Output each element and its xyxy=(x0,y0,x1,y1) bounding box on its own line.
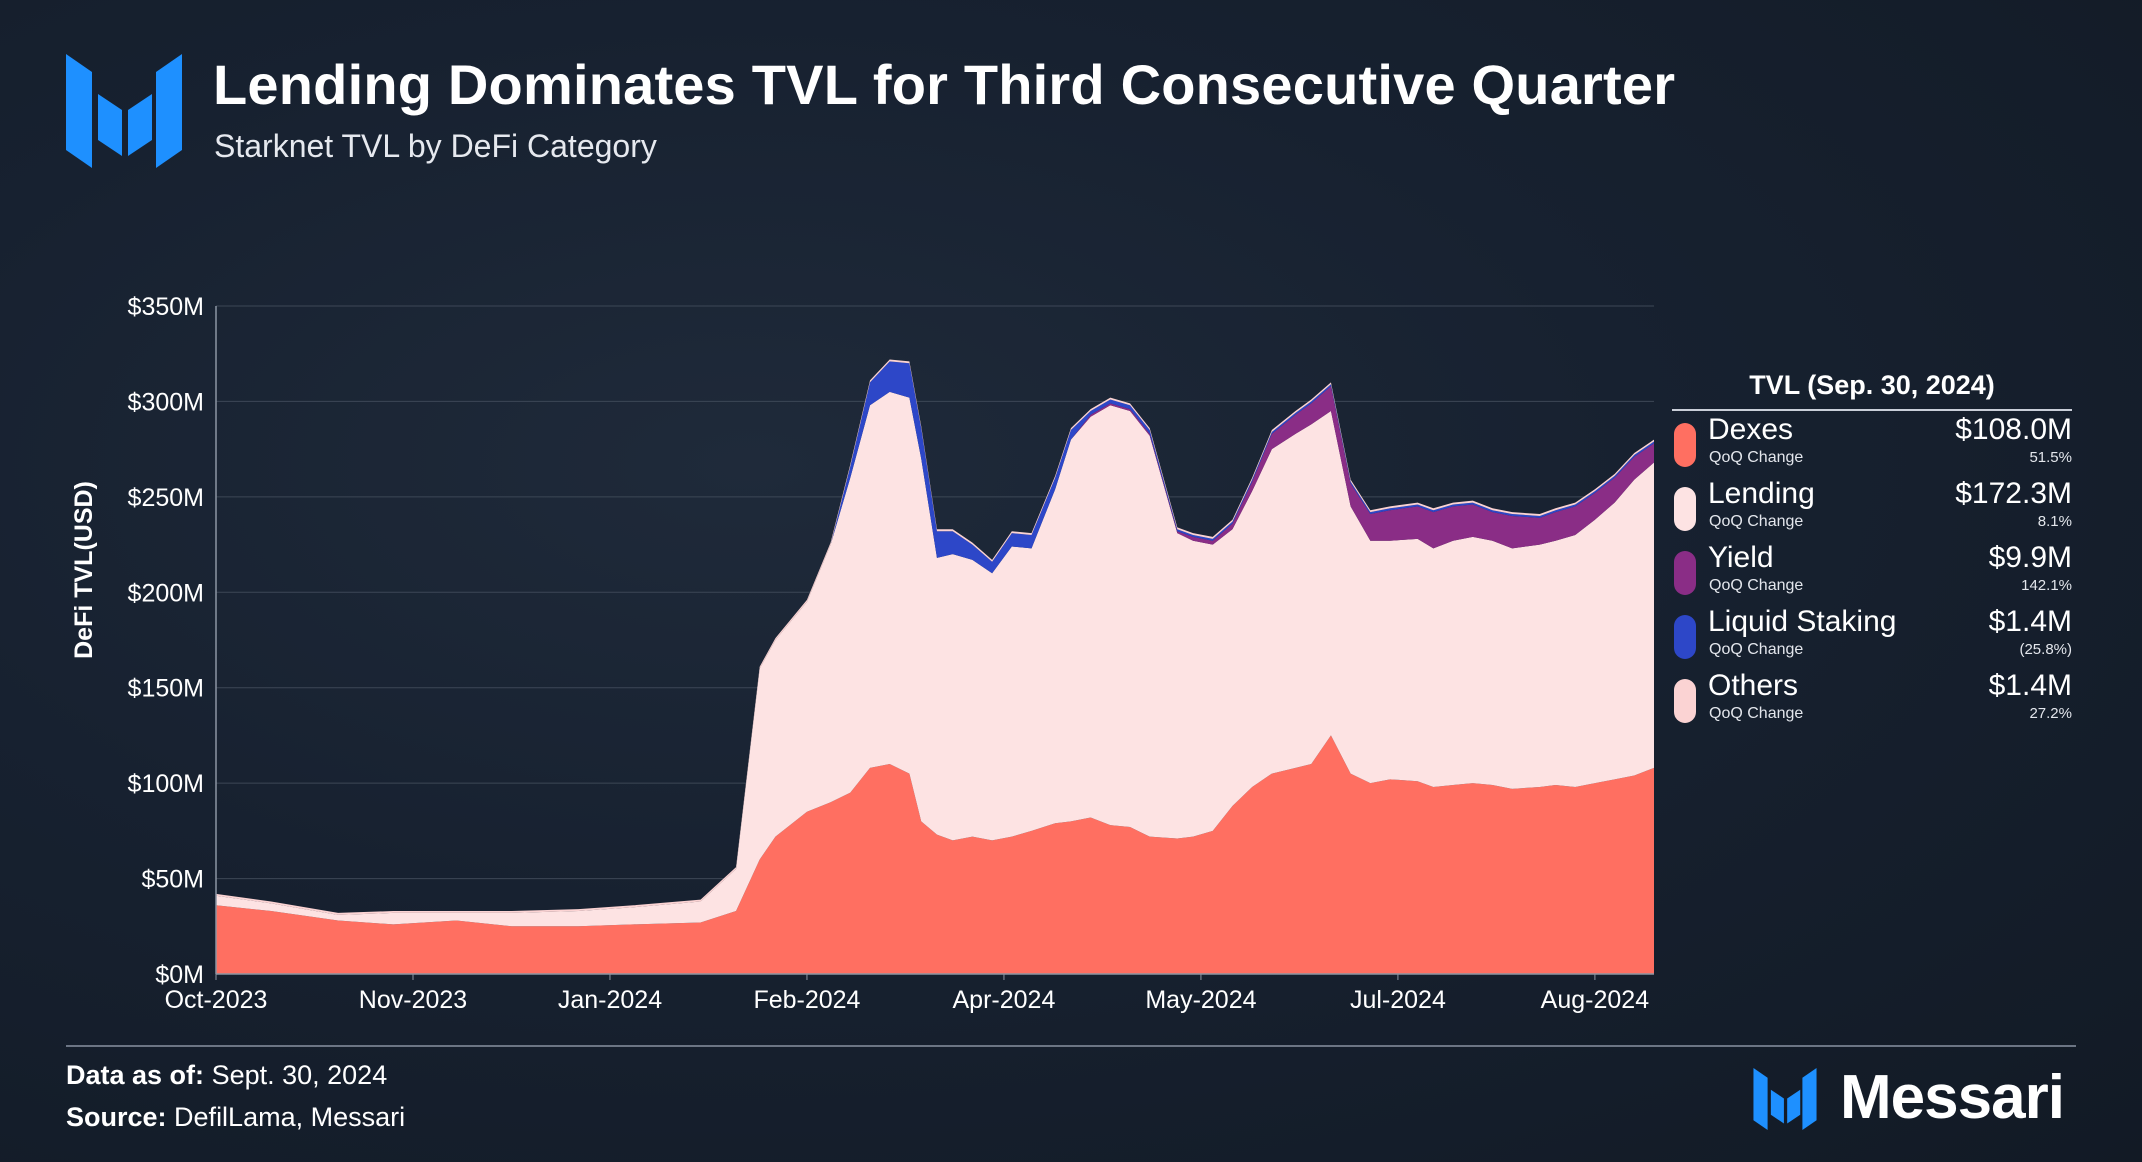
chart-title: Lending Dominates TVL for Third Consecut… xyxy=(213,53,1676,116)
y-tick-label: $350M xyxy=(128,293,204,321)
legend-category: Yield xyxy=(1708,541,1774,574)
legend-swatch xyxy=(1674,487,1696,531)
brand-name: Messari xyxy=(1840,1063,2065,1132)
legend-swatch xyxy=(1674,551,1696,595)
messari-brand: Messari xyxy=(1752,1063,2082,1132)
x-tick-label: May-2024 xyxy=(1145,986,1256,1014)
y-tick-label: $100M xyxy=(128,770,204,798)
legend-qoq-value: (25.8%) xyxy=(2019,641,2072,658)
legend-qoq-value: 8.1% xyxy=(2037,513,2072,530)
x-tick-label: Feb-2024 xyxy=(753,986,860,1014)
footer-divider xyxy=(66,1045,2076,1047)
area-series-lending xyxy=(216,391,1654,927)
legend-value: $9.9M xyxy=(1988,541,2072,574)
source: Source: DefilLama, Messari xyxy=(66,1102,405,1133)
legend-swatch xyxy=(1674,679,1696,723)
stacked-areas xyxy=(216,359,1654,974)
legend-qoq-label: QoQ Change xyxy=(1709,513,1804,530)
x-tick-label: Jan-2024 xyxy=(558,986,662,1014)
legend-qoq-label: QoQ Change xyxy=(1709,705,1804,722)
chart-subtitle: Starknet TVL by DeFi Category xyxy=(214,128,657,164)
legend-swatch xyxy=(1674,423,1696,467)
y-tick-label: $300M xyxy=(128,388,204,416)
legend-item-others: Others QoQ Change $1.4M 27.2% xyxy=(1672,667,2072,731)
x-tick-label: Nov-2023 xyxy=(359,986,467,1014)
legend-qoq-label: QoQ Change xyxy=(1709,577,1804,594)
legend-item-yield: Yield QoQ Change $9.9M 142.1% xyxy=(1672,539,2072,603)
legend: TVL (Sep. 30, 2024) Dexes QoQ Change $10… xyxy=(1672,370,2072,731)
source-value: DefilLama, Messari xyxy=(174,1102,406,1132)
legend-qoq-value: 142.1% xyxy=(2021,577,2072,594)
y-tick-label: $200M xyxy=(128,579,204,607)
legend-value: $1.4M xyxy=(1988,605,2072,638)
legend-category: Dexes xyxy=(1708,413,1794,446)
x-tick-label: Oct-2023 xyxy=(165,986,268,1014)
y-tick-label: $150M xyxy=(128,675,204,703)
legend-qoq-value: 51.5% xyxy=(2029,449,2072,466)
chart-axes: $0M $50M $100M $150M $200M $250M $300M $350M Oct… xyxy=(128,293,1654,1014)
legend-value: $172.3M xyxy=(1955,477,2072,510)
messari-brand-icon xyxy=(1753,1068,1817,1130)
legend-item-liquid-staking: Liquid Staking QoQ Change $1.4M (25.8%) xyxy=(1672,603,2072,667)
legend-value: $1.4M xyxy=(1988,669,2072,702)
legend-swatch xyxy=(1674,615,1696,659)
y-axis-title: DeFi TVL(USD) xyxy=(70,481,98,659)
source-label: Source: xyxy=(66,1102,167,1132)
legend-item-lending: Lending QoQ Change $172.3M 8.1% xyxy=(1672,475,2072,539)
messari-logo-icon xyxy=(66,54,182,168)
legend-value: $108.0M xyxy=(1955,413,2072,446)
legend-qoq-label: QoQ Change xyxy=(1709,641,1804,658)
data-as-of: Data as of: Sept. 30, 2024 xyxy=(66,1060,387,1091)
x-tick-label: Jul-2024 xyxy=(1350,986,1446,1014)
legend-qoq-label: QoQ Change xyxy=(1709,449,1804,466)
legend-header: TVL (Sep. 30, 2024) xyxy=(1672,370,2072,411)
legend-category: Others xyxy=(1708,669,1799,702)
y-tick-label: $0M xyxy=(155,961,204,989)
legend-category: Lending xyxy=(1708,477,1815,510)
area-series-dexes xyxy=(216,735,1654,974)
legend-qoq-value: 27.2% xyxy=(2029,705,2072,722)
data-as-of-label: Data as of: xyxy=(66,1060,205,1090)
y-tick-label: $250M xyxy=(128,484,204,512)
legend-item-dexes: Dexes QoQ Change $108.0M 51.5% xyxy=(1672,411,2072,475)
x-tick-label: Aug-2024 xyxy=(1541,986,1650,1014)
legend-category: Liquid Staking xyxy=(1708,605,1897,638)
y-tick-label: $50M xyxy=(141,866,204,894)
x-tick-label: Apr-2024 xyxy=(953,986,1056,1014)
data-as-of-value: Sept. 30, 2024 xyxy=(211,1060,388,1090)
